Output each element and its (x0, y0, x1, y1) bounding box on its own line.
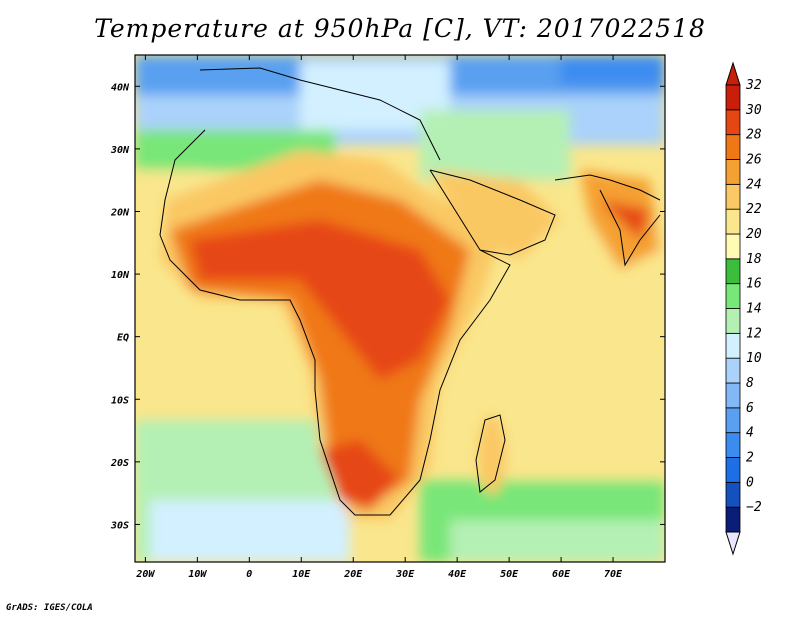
colorbar-swatch-9 (725, 283, 741, 309)
colorbar-swatch-4 (725, 407, 741, 434)
colorbar-label-9: 14 (746, 302, 762, 317)
colorbar-swatch-0 (725, 506, 741, 533)
x-tick-label-9: 70E (604, 569, 623, 580)
colorbar-swatch-14 (725, 159, 741, 185)
colorbar-label-11: 10 (746, 351, 762, 366)
colorbar-swatch-5 (725, 382, 741, 409)
x-tick-label-4: 20E (343, 569, 363, 580)
x-tick-label-5: 30E (395, 569, 415, 580)
x-tick-label-1: 10W (188, 569, 207, 580)
colorbar-label-0: 32 (745, 78, 762, 93)
colorbar-swatch-3 (725, 432, 741, 458)
colorbar-under-arrow (725, 531, 741, 556)
colorbar-swatch-12 (725, 208, 741, 235)
colorbar-swatch-17 (725, 84, 741, 111)
colorbar-over-arrow (725, 61, 741, 86)
axis-ticks: 20W 10W 0 10E 20E 30E 40E 50E 60E 70E 40N 30N 20N 10N… (110, 55, 665, 580)
colorbar-label-13: 6 (746, 401, 754, 416)
colorbar-label-6: 20 (746, 227, 762, 242)
colorbar-label-16: 0 (746, 475, 754, 490)
colorbar-swatch-6 (725, 357, 741, 384)
colorbar-swatch-11 (725, 233, 741, 260)
credit-text: GrADS: IGES/COLA (6, 603, 93, 613)
colorbar-swatch-10 (725, 258, 741, 285)
colorbar-label-8: 16 (746, 277, 762, 292)
colorbar-label-5: 22 (746, 202, 762, 217)
x-tick-label-8: 60E (552, 569, 571, 580)
colorbar-swatch-2 (725, 457, 741, 483)
y-tick-label-0: 40N (111, 82, 130, 93)
colorbar-label-4: 24 (746, 177, 762, 192)
y-tick-label-4: EQ (117, 333, 129, 344)
colorbar-swatch-7 (725, 332, 741, 359)
colorbar-label-10: 12 (746, 326, 762, 341)
colorbar-label-15: 2 (746, 451, 754, 466)
y-tick-label-7: 30S (110, 520, 129, 531)
y-tick-label-6: 20S (110, 458, 129, 469)
colorbar-label-1: 30 (745, 103, 762, 118)
colorbar-swatch-16 (725, 109, 741, 136)
map-title: Temperature at 950hPa [C], VT: 201702251… (94, 14, 706, 43)
x-tick-label-7: 50E (500, 569, 519, 580)
x-tick-label-3: 10E (292, 569, 311, 580)
y-tick-label-5: 10S (111, 395, 129, 406)
colorbar-label-14: 4 (746, 426, 754, 441)
colorbar-swatch-1 (725, 481, 741, 508)
colorbar-swatch-15 (725, 134, 741, 160)
colorbar-label-12: 8 (746, 376, 754, 391)
x-tick-label-2: 0 (246, 569, 252, 580)
colorbar-label-17: −2 (746, 500, 762, 515)
temperature-field (135, 55, 665, 562)
y-tick-label-2: 20N (110, 207, 130, 218)
coastlines (159, 67, 661, 516)
map-frame (134, 54, 666, 563)
colorbar-swatch-8 (725, 308, 741, 334)
colorbar-label-7: 18 (746, 252, 762, 267)
y-tick-label-1: 30N (110, 145, 130, 156)
x-tick-label-6: 40E (448, 569, 467, 580)
x-tick-label-0: 20W (135, 569, 155, 580)
y-tick-label-3: 10N (111, 270, 130, 281)
colorbar-label-3: 26 (746, 153, 762, 168)
colorbar-swatch-13 (725, 183, 741, 210)
colorbar-label-2: 28 (746, 128, 762, 143)
